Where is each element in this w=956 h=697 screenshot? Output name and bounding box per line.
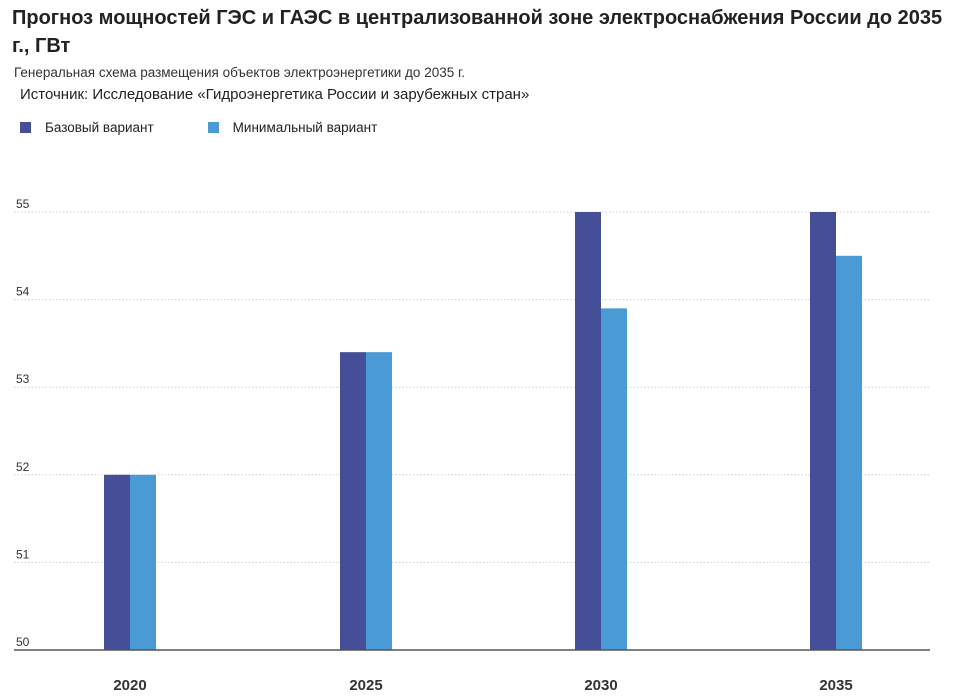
x-tick-label: 2030 [584, 677, 617, 694]
legend-item-minimal: Минимальный вариант [207, 119, 378, 135]
y-tick-label: 53 [16, 372, 30, 386]
legend-swatch-minimal [207, 121, 219, 133]
bar-minimal-2035 [836, 255, 862, 651]
bar-minimal-2020 [130, 474, 156, 650]
y-tick-label: 54 [16, 285, 30, 299]
chart-source: Источник: Исследование «Гидроэнергетика … [20, 86, 530, 103]
x-tick-label: 2025 [349, 677, 382, 694]
legend: Базовый вариант Минимальный вариант [20, 117, 377, 137]
x-tick-label: 2020 [113, 677, 146, 694]
bar-base-2030 [575, 212, 601, 650]
legend-label-base: Базовый вариант [45, 119, 154, 135]
chart-title: Прогноз мощностей ГЭС и ГАЭС в централиз… [12, 7, 943, 57]
bar-base-2025 [340, 352, 366, 650]
legend-label-minimal: Минимальный вариант [232, 119, 378, 135]
bar-base-2020 [104, 474, 130, 650]
y-tick-label: 50 [16, 635, 30, 649]
bar-minimal-2025 [366, 352, 392, 650]
y-tick-label: 51 [16, 547, 30, 561]
x-tick-label: 2035 [819, 677, 852, 694]
legend-item-base: Базовый вариант [20, 120, 154, 135]
y-tick-label: 55 [16, 197, 30, 211]
legend-swatch-base [20, 121, 31, 133]
bar-base-2035 [810, 212, 836, 650]
bar-minimal-2030 [601, 308, 627, 650]
chart-subtitle: Генеральная схема размещения объектов эл… [14, 65, 465, 80]
y-tick-label: 52 [16, 460, 30, 474]
